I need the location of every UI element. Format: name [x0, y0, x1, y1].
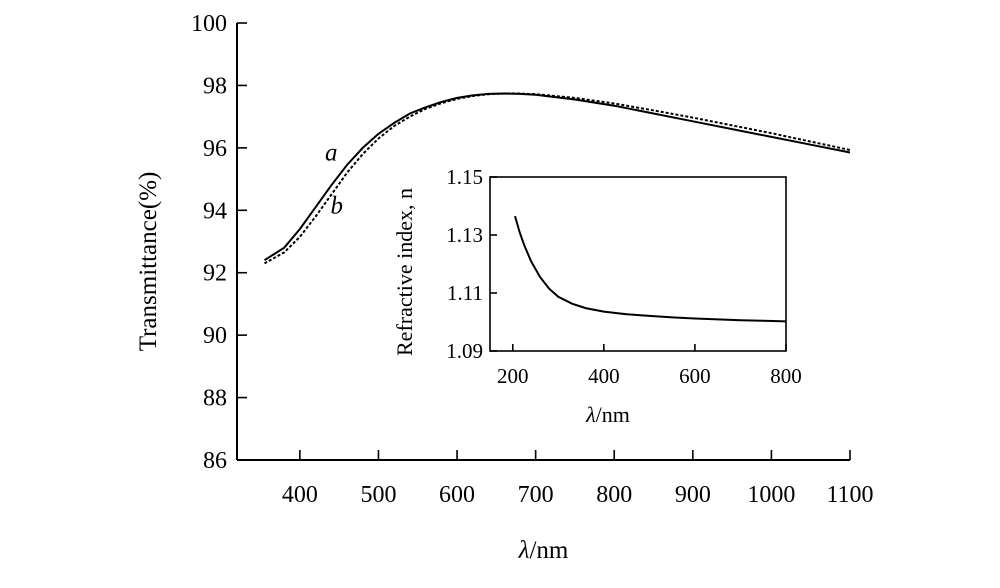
inset-x-tick-label: 800 — [770, 364, 802, 388]
y-axis-label: Transmittance(%) — [135, 172, 162, 352]
x-tick-label: 900 — [675, 482, 711, 508]
inset-y-tick-label: 1.11 — [447, 281, 483, 305]
inset-x-axis-label-symbol: λ — [585, 402, 596, 427]
inset-series-line — [514, 215, 787, 323]
main-plot: 86 88 90 92 94 96 98 100 400 500 600 700 800 900 1000 1… — [135, 11, 874, 564]
inset-x-axis-label: λ/nm — [585, 402, 630, 427]
x-tick-label: 1100 — [826, 482, 873, 508]
y-tick-label: 100 — [191, 11, 227, 37]
inset-x-tick-label: 400 — [588, 364, 620, 388]
inset-plot: 1.09 1.11 1.13 1.15 200 400 600 800 λ/nm Refracti… — [392, 165, 802, 427]
series-label-a: a — [325, 139, 338, 166]
x-axis-label-unit: /nm — [529, 537, 568, 564]
inset-x-tick-label: 600 — [679, 364, 711, 388]
y-tick-label: 90 — [203, 323, 227, 349]
inset-x-tick-label: 200 — [497, 364, 529, 388]
y-tick-label: 88 — [203, 386, 227, 412]
x-tick-label: 400 — [282, 482, 318, 508]
inset-frame — [489, 176, 787, 352]
series-label-b: b — [331, 192, 344, 219]
inset-y-tick-label: 1.09 — [446, 339, 483, 363]
y-tick-label: 92 — [203, 261, 227, 287]
y-tick-label: 96 — [203, 136, 227, 162]
y-tick-label: 86 — [203, 448, 227, 474]
x-axis-label: λ/nm — [518, 537, 569, 564]
x-tick-label: 1000 — [747, 482, 795, 508]
series-line-b — [264, 92, 851, 265]
inset-y-tick-label: 1.13 — [446, 223, 483, 247]
y-tick-label: 94 — [203, 198, 227, 224]
inset-x-axis-label-unit: /nm — [596, 402, 630, 427]
inset-y-axis-label: Refractive index, n — [392, 188, 417, 356]
x-axis-label-symbol: λ — [518, 537, 530, 564]
x-tick-label: 800 — [596, 482, 632, 508]
inset-y-tick-label: 1.15 — [446, 165, 483, 189]
x-tick-label: 600 — [439, 482, 475, 508]
x-tick-label: 500 — [360, 482, 396, 508]
x-tick-label: 700 — [518, 482, 554, 508]
y-tick-label: 98 — [203, 73, 227, 99]
